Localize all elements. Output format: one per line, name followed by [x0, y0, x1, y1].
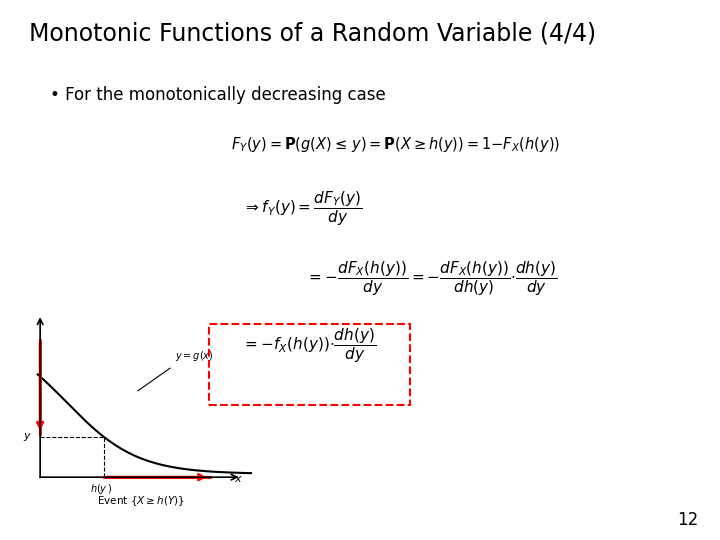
Text: $\Rightarrow f_Y(y){=}\dfrac{dF_Y(y)}{dy}$: $\Rightarrow f_Y(y){=}\dfrac{dF_Y(y)}{dy… — [243, 189, 362, 228]
Text: $y$: $y$ — [23, 431, 32, 443]
Text: $h(y\,)$: $h(y\,)$ — [90, 482, 112, 496]
Text: Monotonic Functions of a Random Variable (4/4): Monotonic Functions of a Random Variable… — [29, 22, 596, 45]
Text: $={-}f_X(h(y)){\cdot}\dfrac{dh(y)}{dy}$: $={-}f_X(h(y)){\cdot}\dfrac{dh(y)}{dy}$ — [243, 327, 377, 366]
FancyBboxPatch shape — [209, 324, 410, 405]
Text: $F_Y(y){=}\mathbf{P}(g(X){\leq}\,y){=}\mathbf{P}(X{\geq}h(y)){=}1{-}F_X(h(y))$: $F_Y(y){=}\mathbf{P}(g(X){\leq}\,y){=}\m… — [231, 135, 561, 154]
Text: • For the monotonically decreasing case: • For the monotonically decreasing case — [50, 86, 386, 104]
Text: $={-}\dfrac{dF_X(h(y))}{dy}{=}{-}\dfrac{dF_X(h(y))}{dh(y)}{\cdot}\dfrac{dh(y)}{d: $={-}\dfrac{dF_X(h(y))}{dy}{=}{-}\dfrac{… — [306, 259, 558, 298]
Text: Event $\{X \geq h(Y)\}$: Event $\{X \geq h(Y)\}$ — [97, 495, 184, 509]
Text: 12: 12 — [677, 511, 698, 529]
Text: $y= g(x)$: $y= g(x)$ — [175, 349, 214, 363]
Text: $x$: $x$ — [234, 474, 243, 484]
